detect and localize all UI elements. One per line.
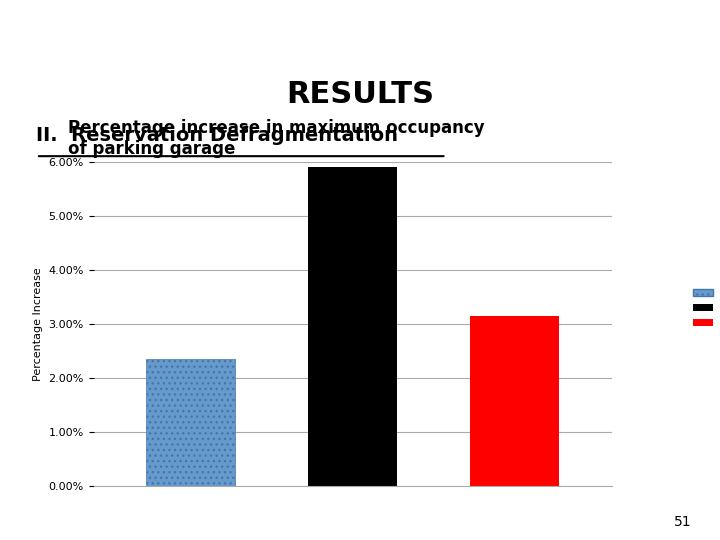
Bar (470, 316, 559, 486)
Legend: Algorithm R1, Algorithm R2, Algorithm R3: Algorithm R1, Algorithm R2, Algorithm R3 (690, 284, 720, 332)
Text: Percentage increase in maximum occupancy
of parking garage: Percentage increase in maximum occupancy… (68, 119, 485, 158)
Text: RUTGERS: RUTGERS (22, 23, 162, 47)
Y-axis label: Percentage Increase: Percentage Increase (33, 267, 43, 381)
Text: 51: 51 (674, 515, 691, 529)
Bar (146, 359, 235, 486)
Bar (308, 167, 397, 486)
Text: II.  Reservation Defragmentation: II. Reservation Defragmentation (36, 126, 398, 145)
Text: RESULTS: RESULTS (286, 80, 434, 109)
